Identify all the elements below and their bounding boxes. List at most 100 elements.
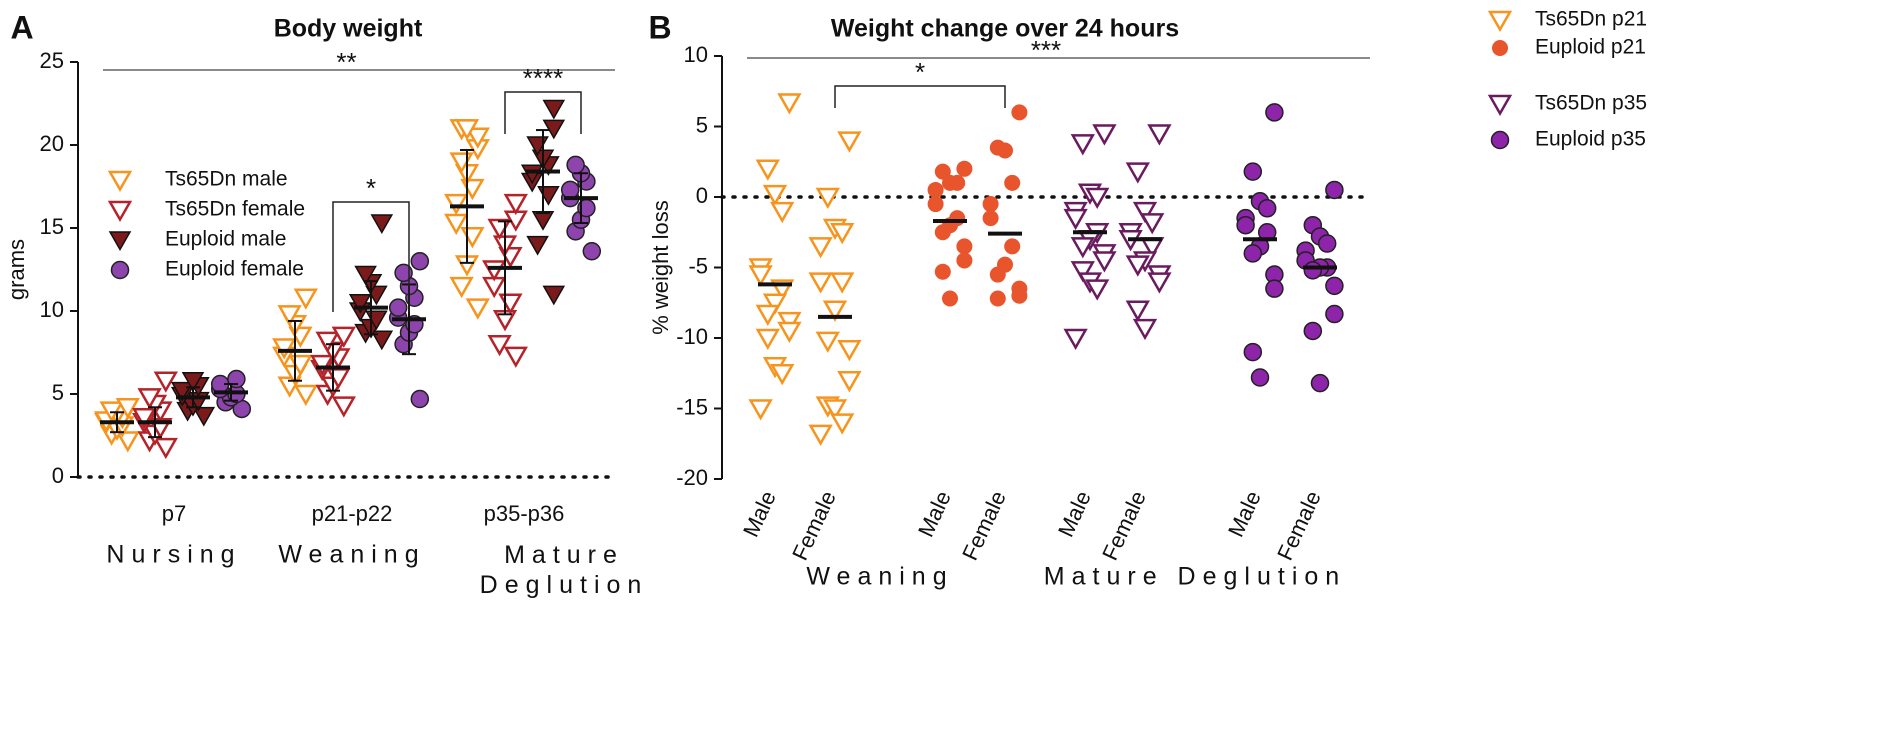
group-label-line: Mature — [504, 541, 624, 569]
point — [1004, 174, 1021, 191]
point — [1092, 251, 1117, 273]
point — [1063, 328, 1088, 351]
significance-bracket — [504, 91, 582, 134]
point — [277, 305, 302, 327]
point — [837, 340, 862, 362]
y-axis-label: % weight loss — [648, 200, 673, 335]
point — [1132, 318, 1158, 341]
point — [137, 388, 162, 410]
significance-label: * — [915, 57, 925, 87]
legend-label: Euploid female — [165, 258, 304, 281]
point — [830, 413, 855, 435]
point — [1317, 234, 1337, 253]
legend-label: Ts65Dn p35 — [1535, 92, 1647, 115]
point — [1325, 276, 1344, 296]
point — [1011, 287, 1028, 304]
point — [1236, 215, 1255, 235]
point — [503, 193, 528, 216]
point — [465, 298, 490, 320]
x-tick-label: p7 — [162, 501, 186, 526]
point — [293, 288, 318, 310]
point — [531, 210, 555, 231]
point — [410, 389, 430, 409]
point — [354, 265, 377, 286]
point — [410, 251, 430, 271]
point — [293, 384, 318, 407]
point — [153, 437, 178, 460]
point — [1140, 213, 1165, 235]
point — [331, 326, 356, 348]
point — [755, 304, 780, 327]
y-tick-label: 5 — [52, 380, 64, 405]
point — [542, 285, 566, 306]
legend-label: Euploid p35 — [1535, 128, 1646, 151]
significance-label: ** — [336, 47, 356, 77]
point — [1063, 208, 1088, 231]
chart-title: Body weight — [274, 15, 423, 43]
point — [1125, 300, 1150, 322]
point — [272, 338, 297, 360]
point — [927, 181, 944, 198]
point — [755, 159, 780, 181]
y-axis-label: grams — [4, 239, 29, 300]
point — [1325, 180, 1344, 200]
point — [762, 293, 788, 315]
point — [537, 186, 560, 206]
point — [498, 293, 523, 315]
significance-label: *** — [1031, 35, 1061, 65]
point — [315, 331, 340, 353]
y-tick-label: 5 — [696, 112, 708, 137]
group-label-line: Deglution — [480, 571, 649, 599]
point — [837, 371, 862, 393]
point — [449, 276, 474, 299]
point — [370, 214, 394, 235]
significance-bracket — [834, 85, 1006, 108]
point — [388, 298, 408, 317]
panel-label: B — [648, 9, 671, 45]
point — [394, 263, 413, 283]
chart-title: Weight change over 24 hours — [831, 15, 1179, 43]
legend-marker — [1487, 94, 1513, 117]
point — [777, 93, 802, 115]
legend-label: Ts65Dn male — [165, 168, 288, 191]
point — [1243, 162, 1263, 181]
group-label: Nursing — [106, 541, 241, 569]
legend-label: Euploid p21 — [1535, 36, 1646, 59]
point — [1125, 255, 1150, 277]
point — [822, 300, 848, 322]
point — [370, 330, 394, 351]
point — [770, 201, 795, 224]
y-tick-label: 10 — [40, 297, 64, 322]
point — [989, 266, 1006, 283]
point — [1004, 238, 1021, 255]
point — [1132, 201, 1158, 224]
group-label: Weaning — [806, 563, 953, 591]
point — [949, 174, 966, 191]
point — [331, 396, 356, 418]
x-tick-label: Male — [1223, 487, 1266, 541]
point — [1243, 244, 1263, 263]
point — [1243, 342, 1263, 362]
point — [1265, 103, 1284, 122]
point — [465, 127, 490, 149]
point — [1325, 304, 1344, 324]
point — [503, 346, 528, 368]
point — [487, 218, 512, 241]
point — [997, 142, 1013, 159]
x-tick-label: p21-p22 — [312, 501, 393, 526]
point — [837, 131, 862, 153]
group-label: Weaning — [278, 541, 425, 569]
point — [748, 265, 773, 287]
legend-marker — [1492, 40, 1508, 56]
point — [1011, 104, 1028, 121]
point — [808, 237, 833, 259]
point — [762, 184, 788, 207]
y-tick-label: 15 — [40, 214, 64, 239]
point — [1125, 162, 1150, 184]
point — [444, 193, 469, 216]
y-tick-label: -5 — [688, 253, 708, 278]
point — [927, 196, 944, 213]
point — [1070, 237, 1095, 259]
point — [560, 180, 580, 200]
point — [808, 424, 833, 446]
